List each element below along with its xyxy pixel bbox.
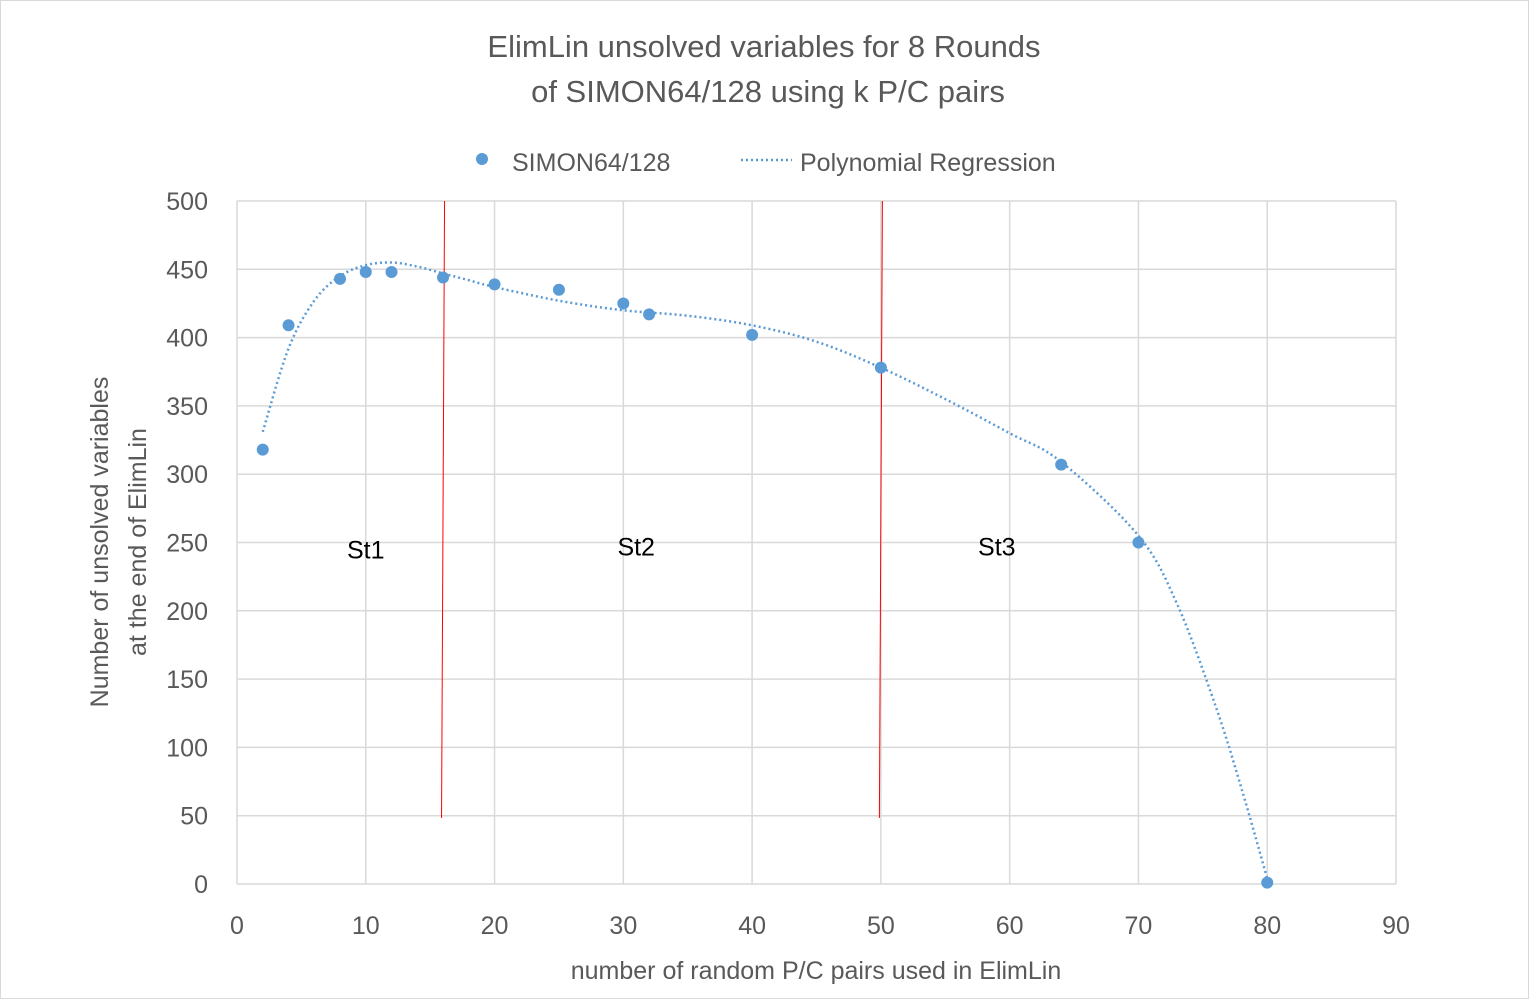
y-tick-label: 0 xyxy=(194,871,208,899)
y-axis-label: Number of unsolved variables at the end … xyxy=(86,377,152,708)
stage-divider-lines xyxy=(441,200,883,819)
legend: SIMON64/128 Polynomial Regression xyxy=(476,149,1056,177)
data-point xyxy=(488,278,501,291)
y-tick-label: 450 xyxy=(166,256,208,284)
y-axis-ticks: 0 50 100 150 200 250 300 350 400 450 500 xyxy=(166,188,208,899)
x-axis-ticks: 0 10 20 30 40 50 60 70 80 90 xyxy=(230,912,1410,940)
annotations: St1 St2 St3 xyxy=(347,534,1016,565)
x-tick-label: 60 xyxy=(996,912,1024,940)
data-point xyxy=(334,272,347,285)
data-point xyxy=(617,297,630,310)
data-point xyxy=(282,319,295,332)
chart-title: ElimLin unsolved variables for 8 Rounds … xyxy=(487,29,1040,109)
data-point xyxy=(385,266,398,279)
stage-label: St1 xyxy=(347,536,385,564)
x-tick-label: 20 xyxy=(481,912,509,940)
y-tick-label: 400 xyxy=(166,325,208,353)
trendline-series xyxy=(261,261,1269,879)
stage-label: St2 xyxy=(617,534,655,562)
data-point xyxy=(437,271,450,284)
data-point xyxy=(1261,876,1274,889)
chart-title-line-2: of SIMON64/128 using k P/C pairs xyxy=(531,74,1005,109)
x-axis-label: number of random P/C pairs used in ElimL… xyxy=(571,957,1062,985)
chart-title-line-1: ElimLin unsolved variables for 8 Rounds xyxy=(487,29,1040,64)
data-point xyxy=(746,328,759,341)
y-tick-label: 300 xyxy=(166,461,208,489)
y-tick-label: 150 xyxy=(166,666,208,694)
x-tick-label: 30 xyxy=(609,912,637,940)
data-point xyxy=(874,361,887,374)
data-point xyxy=(1132,536,1145,549)
y-tick-label: 250 xyxy=(166,530,208,558)
x-tick-label: 10 xyxy=(352,912,380,940)
x-tick-label: 70 xyxy=(1125,912,1153,940)
y-tick-label: 100 xyxy=(166,734,208,762)
data-point xyxy=(552,283,565,296)
stage-divider-line xyxy=(878,200,883,819)
stage-label: St3 xyxy=(978,534,1016,562)
legend-label-scatter: SIMON64/128 xyxy=(512,149,670,177)
y-tick-label: 200 xyxy=(166,598,208,626)
x-tick-label: 80 xyxy=(1253,912,1281,940)
y-tick-label: 350 xyxy=(166,393,208,421)
y-tick-label: 50 xyxy=(180,803,208,831)
polynomial-regression-line xyxy=(261,261,1269,879)
legend-label-trendline: Polynomial Regression xyxy=(800,149,1056,177)
gridlines xyxy=(236,200,1397,885)
stage-divider-line xyxy=(441,200,446,819)
scatter-series xyxy=(256,266,1274,889)
data-point xyxy=(256,443,269,456)
x-tick-label: 50 xyxy=(867,912,895,940)
data-point xyxy=(643,308,656,321)
data-point xyxy=(359,266,372,279)
y-tick-label: 500 xyxy=(166,188,208,216)
legend-marker-scatter xyxy=(476,153,488,165)
data-point xyxy=(1055,458,1068,471)
y-axis-label-line-1: Number of unsolved variables xyxy=(86,377,114,708)
x-tick-label: 0 xyxy=(230,912,244,940)
y-axis-label-line-2: at the end of ElimLin xyxy=(124,428,152,656)
x-tick-label: 90 xyxy=(1382,912,1410,940)
x-tick-label: 40 xyxy=(738,912,766,940)
